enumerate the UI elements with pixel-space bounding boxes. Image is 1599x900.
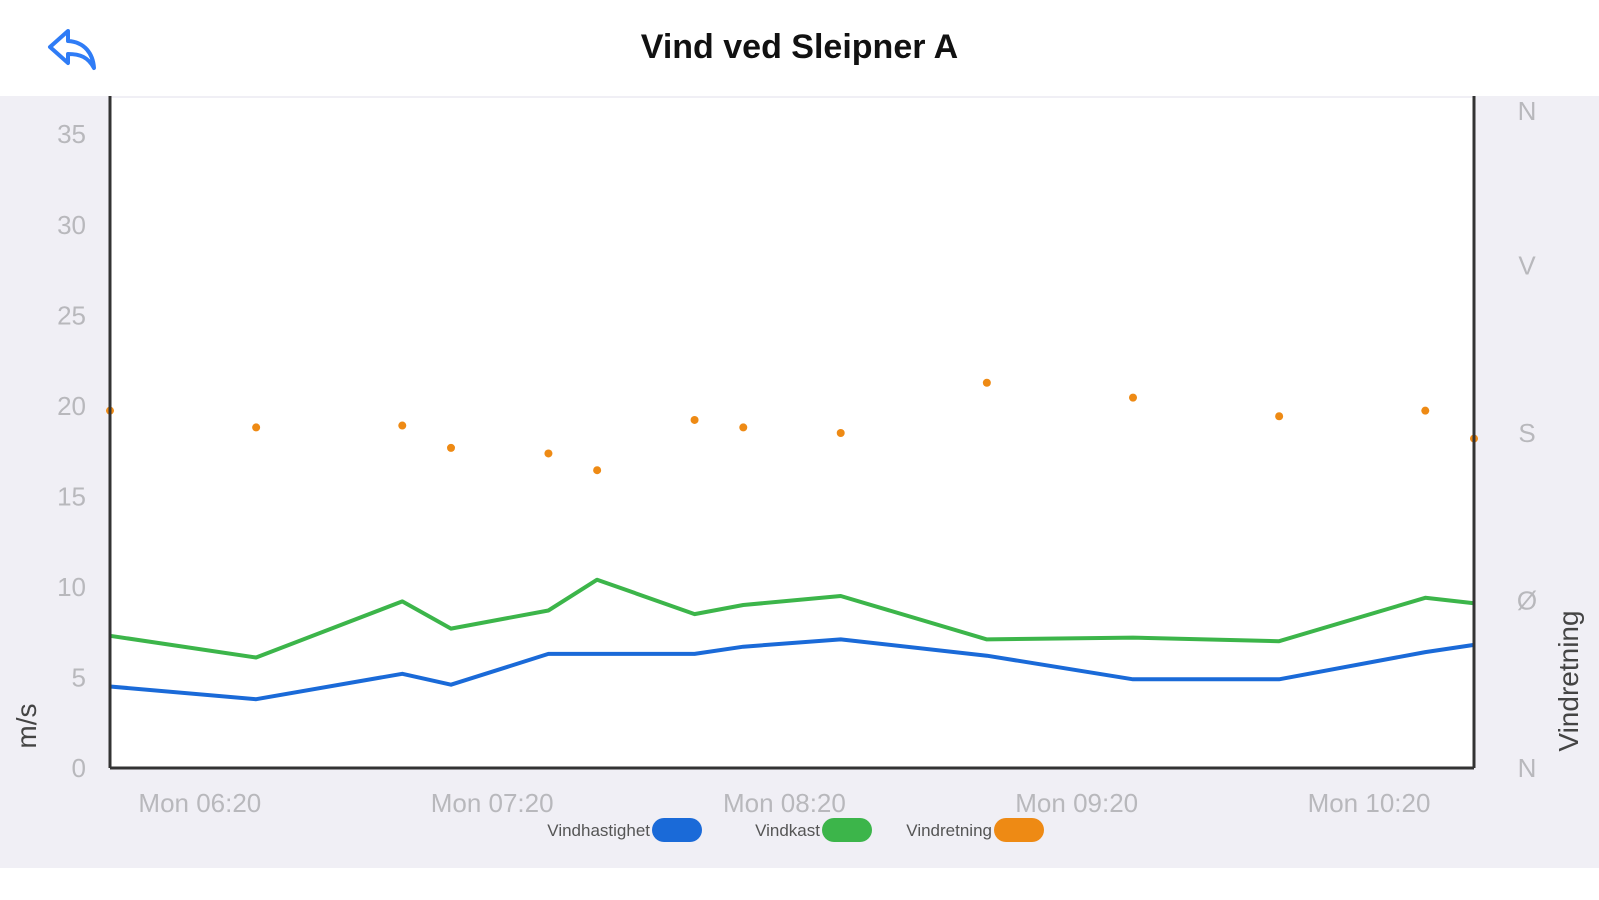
y2-tick-label: V — [1518, 251, 1536, 281]
direction-point — [1129, 393, 1137, 402]
direction-point — [1275, 412, 1284, 421]
y-tick-label: 20 — [57, 391, 86, 421]
legend-label: Vindhastighet — [547, 821, 650, 840]
direction-point — [447, 443, 455, 452]
page-title: Vind ved Sleipner A — [640, 28, 959, 66]
x-tick-label: Mon 09:20 — [1015, 788, 1138, 818]
direction-point — [593, 466, 602, 475]
legend: Vindhastighet Vindkast Vindretning — [547, 818, 1044, 842]
direction-point — [982, 378, 991, 387]
series-line-1 — [109, 577, 1475, 660]
legend-label: Vindkast — [755, 821, 820, 840]
x-tick-label: Mon 10:20 — [1308, 788, 1431, 818]
y-tick-label: 15 — [57, 481, 86, 511]
direction-point — [252, 423, 261, 432]
plot-background — [110, 98, 1474, 768]
series-line-0 — [109, 637, 1475, 702]
legend-swatch — [994, 818, 1044, 842]
direction-point — [398, 421, 407, 430]
x-tick-label: Mon 07:20 — [431, 788, 554, 818]
y2-tick-label: N — [1518, 96, 1537, 126]
direction-point — [690, 415, 699, 424]
direction-point — [739, 423, 748, 432]
y2-tick-label: N — [1518, 753, 1537, 783]
y-axis-right: N Ø S V N — [1517, 96, 1537, 783]
y-axis-left: 0 5 10 15 20 25 30 35 — [57, 119, 86, 783]
y-axis-label: m/s — [11, 703, 42, 748]
y-tick-label: 0 — [72, 753, 86, 783]
legend-label: Vindretning — [906, 821, 992, 840]
legend-swatch — [652, 818, 702, 842]
y2-tick-label: Ø — [1517, 586, 1537, 616]
direction-point — [1421, 406, 1430, 415]
x-tick-label: Mon 06:20 — [138, 788, 261, 818]
direction-point — [544, 449, 553, 458]
y2-tick-label: S — [1518, 418, 1535, 448]
back-button[interactable] — [40, 22, 104, 78]
y-tick-label: 30 — [57, 210, 86, 240]
y-tick-label: 5 — [72, 662, 86, 692]
legend-swatch — [822, 818, 872, 842]
direction-point — [836, 429, 845, 437]
y-tick-label: 35 — [57, 119, 86, 149]
reply-arrow-icon — [48, 29, 96, 70]
y-tick-label: 10 — [57, 572, 86, 602]
y2-axis-label: Vindretning — [1553, 610, 1584, 751]
y-tick-label: 25 — [57, 300, 86, 330]
x-axis: Mon 06:20 Mon 07:20 Mon 08:20 Mon 09:20 Mon … — [138, 788, 1430, 818]
nav-header: Vind ved Sleipner A — [0, 0, 1599, 96]
x-tick-label: Mon 08:20 — [723, 788, 846, 818]
series-group — [106, 378, 1478, 702]
